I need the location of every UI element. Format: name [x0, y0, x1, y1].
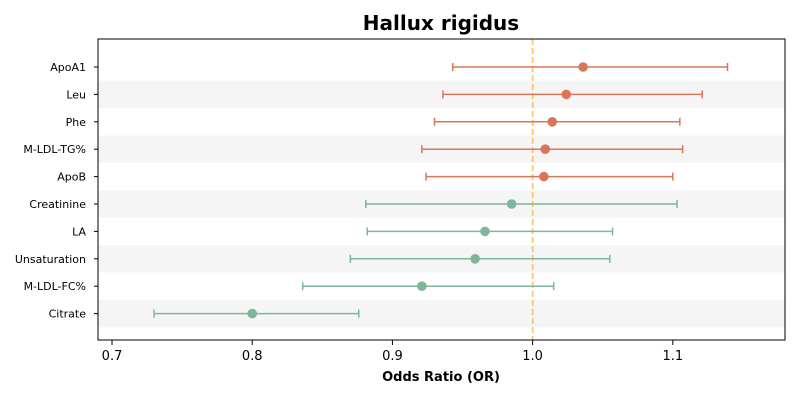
- y-tick-label: ApoB: [57, 171, 86, 184]
- estimate-point: [547, 117, 558, 127]
- plot-frame: [97, 38, 786, 341]
- estimate-points: [247, 62, 588, 319]
- y-tick-label: Leu: [66, 88, 86, 101]
- estimate-point: [506, 199, 517, 209]
- estimate-point: [247, 308, 258, 319]
- y-tick-label: M-LDL-TG%: [23, 143, 86, 156]
- y-tick-label: Unsaturation: [15, 253, 86, 266]
- estimate-point: [470, 253, 480, 264]
- x-axis: 0.7 0.8 0.9 1.0 1.1: [102, 340, 683, 364]
- x-tick-label: 1.0: [522, 349, 543, 364]
- y-tick-label: ApoA1: [50, 61, 86, 74]
- x-tick-label: 0.8: [242, 349, 263, 364]
- estimate-point: [417, 281, 427, 292]
- y-tick-label: Citrate: [49, 308, 87, 321]
- x-tick-label: 0.9: [382, 349, 403, 364]
- x-axis-label: Odds Ratio (OR): [382, 370, 500, 385]
- estimate-point: [540, 144, 551, 154]
- y-tick-label: Phe: [66, 116, 87, 129]
- estimate-point: [480, 226, 490, 237]
- estimate-point: [578, 62, 588, 72]
- y-axis: ApoA1 Leu Phe M-LDL-TG% ApoB Creatinine LA Unsa…: [15, 61, 98, 321]
- x-tick-label: 0.7: [102, 349, 123, 364]
- estimate-point: [561, 89, 572, 100]
- y-tick-label: Creatinine: [29, 198, 86, 211]
- y-tick-label: M-LDL-FC%: [24, 280, 86, 293]
- y-tick-label: LA: [72, 225, 86, 238]
- estimate-point: [539, 171, 549, 182]
- error-bars: [153, 63, 729, 318]
- x-tick-label: 1.1: [662, 349, 683, 364]
- chart-title: Hallux rigidus: [363, 11, 519, 35]
